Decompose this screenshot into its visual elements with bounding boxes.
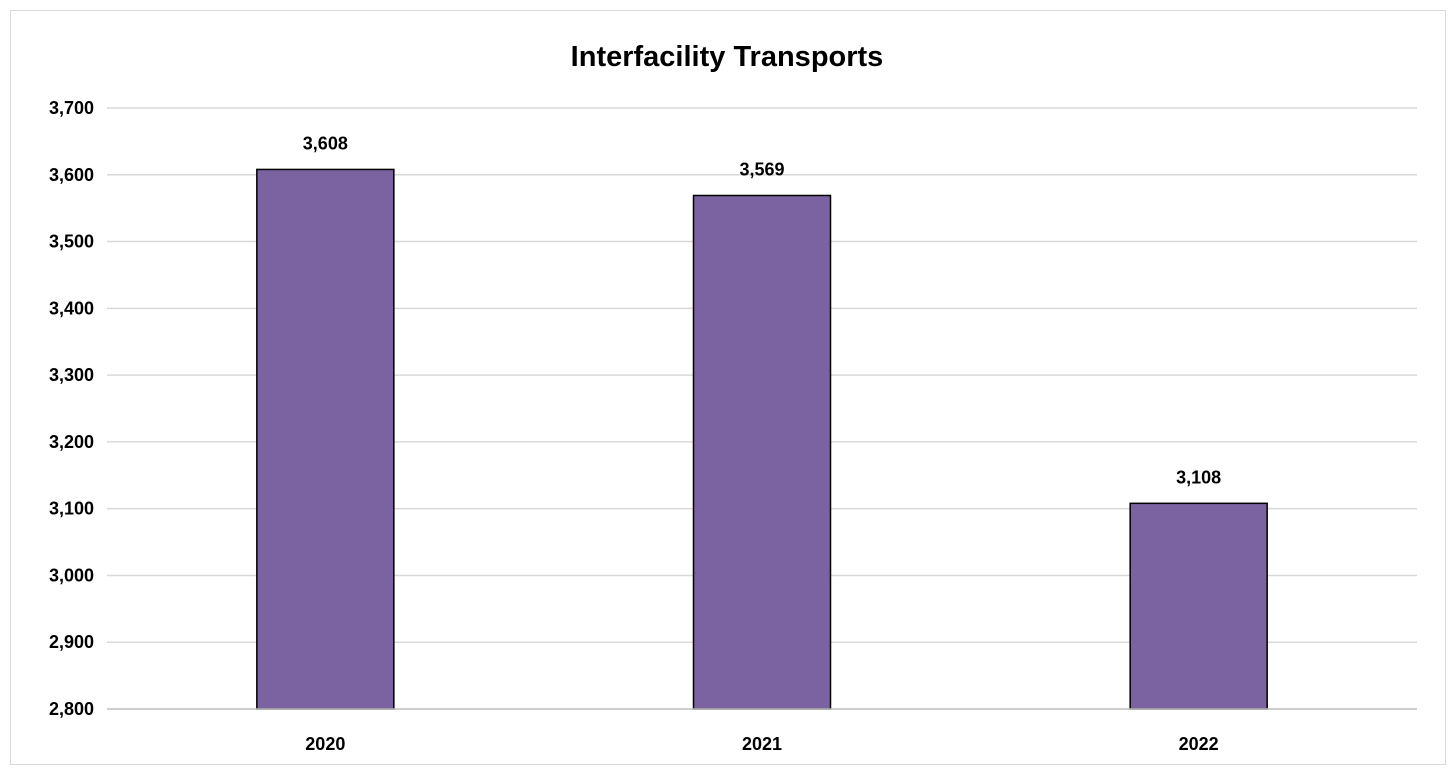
y-tick-label: 3,200 xyxy=(49,432,94,452)
y-tick-label: 3,400 xyxy=(49,298,94,318)
x-tick-label-2021: 2021 xyxy=(742,734,782,754)
bar-2020 xyxy=(256,168,395,710)
x-axis-tick-labels: 2020 2021 2022 xyxy=(305,734,1218,754)
bar-2022 xyxy=(1129,502,1268,710)
y-tick-label: 3,300 xyxy=(49,365,94,385)
y-tick-label: 3,100 xyxy=(49,499,94,519)
data-labels: 3,608 3,569 3,108 xyxy=(303,133,1221,487)
bar-2021 xyxy=(692,194,832,710)
x-tick-label-2020: 2020 xyxy=(305,734,345,754)
x-tick-label-2022: 2022 xyxy=(1179,734,1219,754)
y-tick-label: 3,700 xyxy=(49,98,94,118)
bars xyxy=(256,168,1268,710)
y-tick-label: 3,000 xyxy=(49,565,94,585)
chart-title: Interfacility Transports xyxy=(571,41,884,73)
data-label-2020: 3,608 xyxy=(303,133,348,153)
y-tick-label: 3,600 xyxy=(49,165,94,185)
y-tick-label: 2,900 xyxy=(49,632,94,652)
y-tick-label: 3,500 xyxy=(49,232,94,252)
data-label-2021: 3,569 xyxy=(739,159,784,179)
y-axis-tick-labels: 2,800 2,900 3,000 3,100 3,200 3,300 3,400 3,500… xyxy=(49,98,94,719)
y-tick-label: 2,800 xyxy=(49,699,94,719)
data-label-2022: 3,108 xyxy=(1176,467,1221,487)
